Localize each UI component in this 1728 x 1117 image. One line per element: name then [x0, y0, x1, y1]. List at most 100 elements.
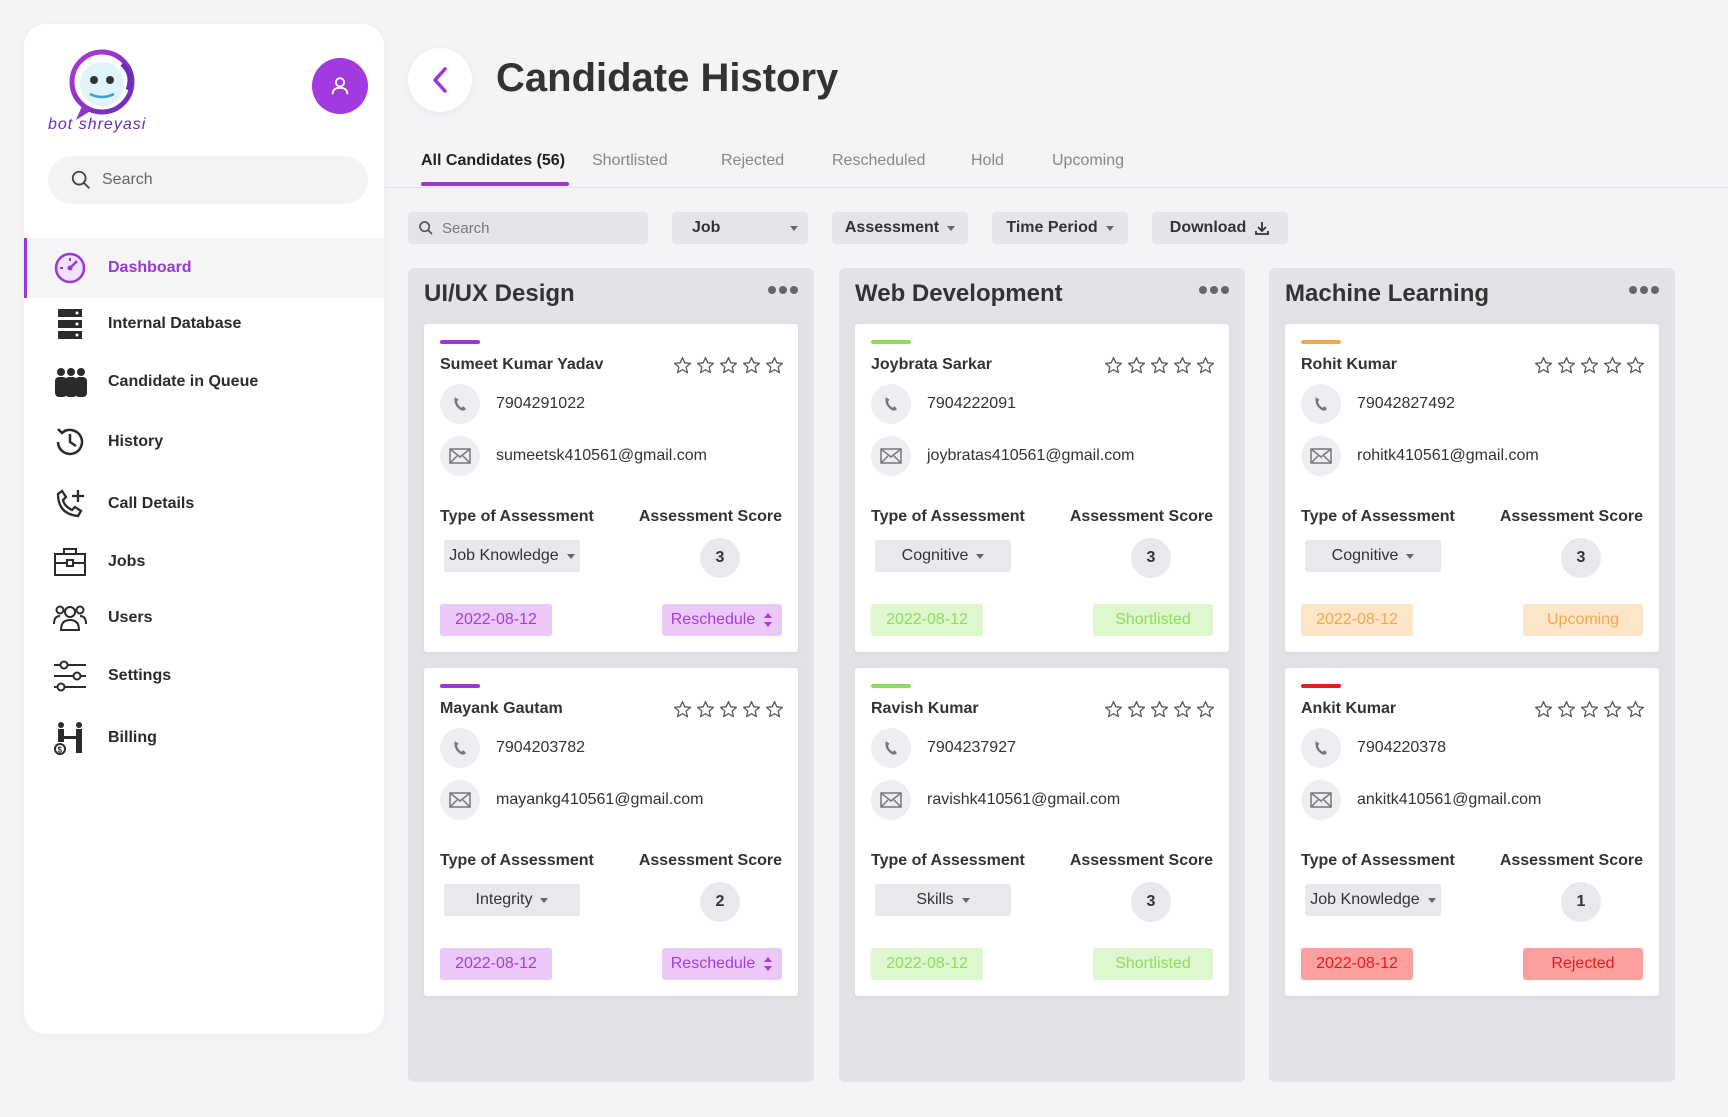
- assessment-type-value: Integrity: [475, 891, 533, 908]
- sidebar-item-dashboard[interactable]: Dashboard: [24, 238, 384, 298]
- rating-star-icon[interactable]: [1626, 356, 1645, 380]
- tab-upcoming[interactable]: Upcoming: [1052, 152, 1125, 169]
- rating-star-icon[interactable]: [1580, 356, 1599, 380]
- sidebar-item-settings[interactable]: Settings: [24, 646, 384, 706]
- rating-star-icon[interactable]: [1557, 356, 1576, 380]
- assessment-type-label: Type of Assessment: [440, 508, 594, 525]
- status-badge[interactable]: Upcoming: [1523, 604, 1643, 636]
- sidebar-item-label: Billing: [108, 729, 157, 746]
- candidate-card[interactable]: Rohit Kumar 79042827492 rohitk410561@gma…: [1285, 324, 1659, 652]
- time-period-filter-label: Time Period: [1006, 219, 1098, 236]
- filter-search-input[interactable]: [442, 219, 642, 237]
- rating-star-icon[interactable]: [1104, 356, 1123, 380]
- phone-icon: [871, 384, 911, 424]
- status-badge[interactable]: Rejected: [1523, 948, 1643, 980]
- assessment-score: 3: [1131, 882, 1171, 922]
- caret-down-icon: [976, 553, 985, 559]
- rating-star-icon[interactable]: [1603, 700, 1622, 724]
- rating-star-icon[interactable]: [765, 356, 784, 380]
- tab-rescheduled[interactable]: Rescheduled: [832, 152, 926, 169]
- phone-row: 7904291022: [440, 384, 585, 424]
- candidate-card[interactable]: Mayank Gautam 7904203782 mayankg410561@g…: [424, 668, 798, 996]
- rating-star-icon[interactable]: [742, 356, 761, 380]
- rating-star-icon[interactable]: [1104, 700, 1123, 724]
- rating-star-icon[interactable]: [1127, 700, 1146, 724]
- time-period-filter-dropdown[interactable]: Time Period: [992, 212, 1128, 244]
- assessment-type-select[interactable]: Job Knowledge: [1305, 884, 1441, 916]
- tab-hold[interactable]: Hold: [971, 152, 1004, 169]
- rating-star-icon[interactable]: [696, 700, 715, 724]
- tab-shortlisted[interactable]: Shortlisted: [592, 152, 668, 169]
- download-button[interactable]: Download: [1152, 212, 1288, 244]
- sidebar-search-input[interactable]: [102, 171, 342, 189]
- assessment-type-select[interactable]: Integrity: [444, 884, 580, 916]
- candidate-card[interactable]: Ankit Kumar 7904220378 ankitk410561@gmai…: [1285, 668, 1659, 996]
- rating-star-icon[interactable]: [1196, 700, 1215, 724]
- sidebar-item-internal-database[interactable]: Internal Database: [24, 294, 384, 354]
- queue-people-icon: [50, 362, 90, 402]
- assessment-type-select[interactable]: Job Knowledge: [444, 540, 580, 572]
- candidate-email: mayankg410561@gmail.com: [496, 791, 704, 808]
- rating-star-icon[interactable]: [1173, 700, 1192, 724]
- dashboard-gauge-icon: [50, 248, 90, 288]
- more-options-icon[interactable]: [1629, 286, 1659, 294]
- assessment-type-select[interactable]: Skills: [875, 884, 1011, 916]
- rating-star-icon[interactable]: [1626, 700, 1645, 724]
- rating-star-icon[interactable]: [1534, 356, 1553, 380]
- job-filter-dropdown[interactable]: Job: [672, 212, 808, 244]
- page-title: Candidate History: [496, 56, 839, 100]
- status-badge[interactable]: Shortlisted: [1093, 604, 1213, 636]
- rating-star-icon[interactable]: [1127, 356, 1146, 380]
- rating-star-icon[interactable]: [1580, 700, 1599, 724]
- rating-star-icon[interactable]: [765, 700, 784, 724]
- more-options-icon[interactable]: [1199, 286, 1229, 294]
- assessment-score: 1: [1561, 882, 1601, 922]
- rating-star-icon[interactable]: [719, 356, 738, 380]
- email-row: rohitk410561@gmail.com: [1301, 436, 1539, 476]
- rating-star-icon[interactable]: [673, 700, 692, 724]
- rating-star-icon[interactable]: [719, 700, 738, 724]
- sidebar-item-users[interactable]: Users: [24, 588, 384, 648]
- bot-logo-icon: [69, 49, 135, 120]
- assessment-filter-dropdown[interactable]: Assessment: [832, 212, 968, 244]
- rating-star-icon[interactable]: [1150, 356, 1169, 380]
- assessment-type-select[interactable]: Cognitive: [1305, 540, 1441, 572]
- phone-row: 7904237927: [871, 728, 1016, 768]
- status-color-bar: [440, 684, 480, 688]
- column-title: Machine Learning: [1285, 280, 1490, 307]
- rating-star-icon[interactable]: [742, 700, 761, 724]
- tab-all-candidates[interactable]: All Candidates (56): [421, 152, 566, 169]
- candidate-card[interactable]: Joybrata Sarkar 7904222091 joybratas4105…: [855, 324, 1229, 652]
- tab-rejected[interactable]: Rejected: [721, 152, 785, 169]
- candidate-phone: 7904291022: [496, 395, 585, 412]
- rating-star-icon[interactable]: [1557, 700, 1576, 724]
- status-label: Shortlisted: [1115, 955, 1191, 972]
- column-title: UI/UX Design: [424, 280, 575, 307]
- status-badge[interactable]: Shortlisted: [1093, 948, 1213, 980]
- sidebar-item-jobs[interactable]: Jobs: [24, 532, 384, 592]
- assessment-type-select[interactable]: Cognitive: [875, 540, 1011, 572]
- email-row: joybratas410561@gmail.com: [871, 436, 1134, 476]
- rating-star-icon[interactable]: [1534, 700, 1553, 724]
- candidate-card[interactable]: Ravish Kumar 7904237927 ravishk410561@gm…: [855, 668, 1229, 996]
- user-avatar-button[interactable]: [312, 58, 368, 114]
- rating-star-icon[interactable]: [1150, 700, 1169, 724]
- rating-star-icon[interactable]: [673, 356, 692, 380]
- candidate-card[interactable]: Sumeet Kumar Yadav 7904291022 sumeetsk41…: [424, 324, 798, 652]
- candidate-email: ankitk410561@gmail.com: [1357, 791, 1542, 808]
- sidebar-item-candidate-queue[interactable]: Candidate in Queue: [24, 352, 384, 412]
- phone-icon: [440, 728, 480, 768]
- email-row: sumeetsk410561@gmail.com: [440, 436, 707, 476]
- sidebar-item-history[interactable]: History: [24, 412, 384, 472]
- sidebar-item-call-details[interactable]: Call Details: [24, 474, 384, 534]
- status-badge[interactable]: Reschedule: [662, 604, 782, 636]
- sidebar-item-billing[interactable]: $ Billing: [24, 708, 384, 768]
- rating-star-icon[interactable]: [1603, 356, 1622, 380]
- email-row: ankitk410561@gmail.com: [1301, 780, 1541, 820]
- rating-star-icon[interactable]: [696, 356, 715, 380]
- rating-star-icon[interactable]: [1173, 356, 1192, 380]
- more-options-icon[interactable]: [768, 286, 798, 294]
- rating-star-icon[interactable]: [1196, 356, 1215, 380]
- status-badge[interactable]: Reschedule: [662, 948, 782, 980]
- back-button[interactable]: [408, 48, 472, 112]
